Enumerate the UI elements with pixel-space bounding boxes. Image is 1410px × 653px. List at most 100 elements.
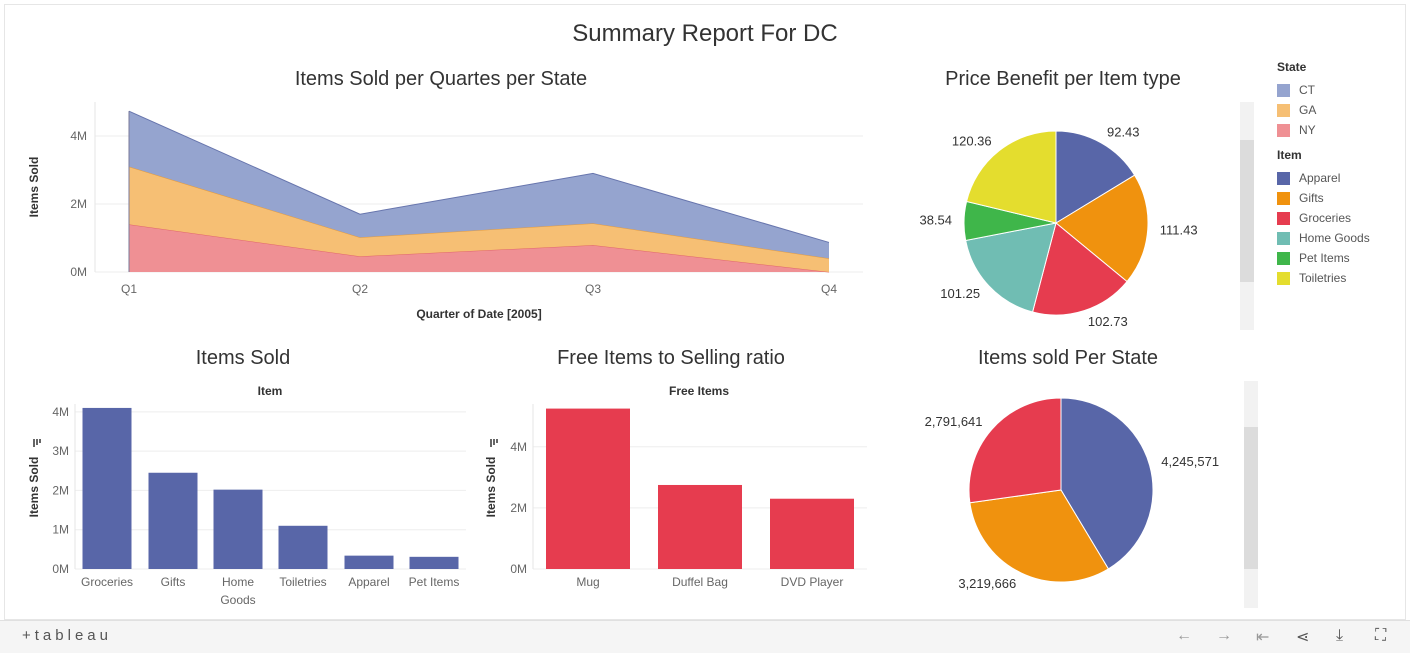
- legend-item-gifts[interactable]: Gifts: [1277, 188, 1370, 208]
- bar-free-x-tick: Mug: [576, 575, 599, 589]
- pie-state-scroll-thumb[interactable]: [1244, 427, 1258, 569]
- bar-items-title: Items Sold: [195, 347, 291, 369]
- legend-state-title: State: [1277, 60, 1307, 74]
- bar-items-x-tick: Toiletries: [279, 575, 326, 589]
- bar-items-x-tick: Goods: [220, 593, 255, 607]
- download-icon[interactable]: ⤓: [1336, 627, 1344, 644]
- bar-items-y-tick: 2M: [52, 483, 69, 497]
- area-chart-title: Items Sold per Quartes per State: [294, 68, 588, 90]
- pie-price-label: 38.54: [919, 213, 952, 228]
- legend-label: Apparel: [1299, 171, 1341, 185]
- tableau-logo[interactable]: +tableau: [22, 627, 112, 644]
- legend-item-group: Item Apparel Gifts Groceries Home Goods Pet …: [1277, 148, 1370, 288]
- bar-free-y-tick: 2M: [510, 501, 527, 515]
- legend-label: Home Goods: [1299, 231, 1370, 245]
- bar-items-x-tick: Groceries: [81, 575, 133, 589]
- bar-items-x-label: Item: [258, 384, 283, 398]
- pie-state-label: 2,791,641: [925, 414, 983, 429]
- legend-item-title: Item: [1277, 148, 1302, 162]
- legend-state-ga[interactable]: GA: [1277, 100, 1370, 120]
- bar-free-bar: [546, 408, 630, 569]
- pie-price-title: Price Benefit per Item type: [945, 68, 1181, 90]
- bar-free-x-tick: DVD Player: [781, 575, 844, 589]
- pie-price-label: 92.43: [1107, 124, 1140, 139]
- bar-items-y-label: Items Sold: [27, 457, 41, 518]
- bar-items-y-tick: 3M: [52, 444, 69, 458]
- area-y-tick: 2M: [70, 197, 87, 211]
- legend-label: Gifts: [1299, 191, 1324, 205]
- legend-state-ct[interactable]: CT: [1277, 80, 1370, 100]
- legend-swatch: [1277, 171, 1290, 185]
- area-y-tick: 0M: [70, 265, 87, 279]
- bar-free-bar: [658, 484, 742, 569]
- bar-items-bar: [82, 407, 132, 569]
- undo-icon[interactable]: ←: [1176, 627, 1192, 644]
- legend-swatch: [1277, 191, 1290, 205]
- bar-free-title: Free Items to Selling ratio: [557, 347, 785, 369]
- legend-item-toiletries[interactable]: Toiletries: [1277, 268, 1370, 288]
- legend-state-ny[interactable]: NY: [1277, 120, 1370, 140]
- pie-price-label: 111.43: [1160, 222, 1198, 237]
- area-y-label: Items Sold: [27, 157, 41, 218]
- bar-items-y-tick: 0M: [52, 562, 69, 576]
- area-y-tick: 4M: [70, 129, 87, 143]
- pie-state-title: Items sold Per State: [977, 347, 1159, 369]
- legend-label: Pet Items: [1299, 251, 1350, 265]
- pie-price-label: 101.25: [940, 286, 980, 301]
- area-series-line-ct: [128, 110, 830, 243]
- bar-free-x-label: Free Items: [669, 384, 729, 398]
- pie-price-slice-apparel: [1055, 130, 1136, 224]
- bar-items-sort-icon: [33, 439, 41, 447]
- bar-free-bar: [770, 498, 854, 569]
- legend-swatch: [1277, 83, 1290, 97]
- legend-swatch: [1277, 123, 1290, 137]
- legend-item-apparel[interactable]: Apparel: [1277, 168, 1370, 188]
- legend-swatch: [1277, 251, 1290, 265]
- fullscreen-icon[interactable]: ⛶: [1375, 627, 1387, 644]
- pie-price-scroll-thumb[interactable]: [1240, 140, 1254, 282]
- bar-free-x-tick: Duffel Bag: [672, 575, 728, 589]
- legend-swatch: [1277, 103, 1290, 117]
- legend-item-groceries[interactable]: Groceries: [1277, 208, 1370, 228]
- bar-free-y-tick: 4M: [510, 440, 527, 454]
- legend-swatch: [1277, 271, 1290, 285]
- legend-label: GA: [1299, 103, 1317, 117]
- area-series-ct: [129, 111, 829, 259]
- pie-state-slice-ny: [968, 397, 1062, 504]
- bar-free-y-label: Items Sold: [484, 457, 498, 518]
- legend-state-group: State CT GA NY: [1277, 60, 1370, 140]
- area-x-tick: Q4: [821, 282, 837, 296]
- area-x-label: Quarter of Date [2005]: [416, 307, 541, 321]
- pie-state-label: 3,219,666: [958, 576, 1016, 591]
- pie-price-scrollbar[interactable]: [1240, 102, 1254, 330]
- tableau-toolbar: +tableau ← → ⇤ ⋖ ⤓ ⛶: [0, 620, 1410, 653]
- bar-items-x-tick: Pet Items: [409, 575, 460, 589]
- legend-label: NY: [1299, 123, 1316, 137]
- revert-icon[interactable]: ⇤: [1256, 629, 1270, 646]
- area-x-tick: Q1: [121, 282, 137, 296]
- bar-free-y-tick: 0M: [510, 562, 527, 576]
- pie-state-label: 4,245,571: [1161, 454, 1219, 469]
- bar-items-bar: [409, 556, 459, 569]
- area-series-ny: [129, 224, 829, 272]
- pie-price-slice-home-goods: [965, 222, 1057, 313]
- share-icon[interactable]: ⋖: [1296, 629, 1310, 646]
- area-x-tick: Q3: [585, 282, 601, 296]
- legend-item-home-goods[interactable]: Home Goods: [1277, 228, 1370, 248]
- pie-price-label: 120.36: [952, 133, 992, 148]
- area-series-line-ny: [128, 223, 830, 273]
- legend-swatch: [1277, 211, 1290, 225]
- area-series-ga: [129, 166, 829, 272]
- bar-items-bar: [278, 525, 328, 569]
- dashboard-title: Summary Report For DC: [572, 20, 838, 47]
- area-x-tick: Q2: [352, 282, 368, 296]
- legend-label: Groceries: [1299, 211, 1352, 225]
- legend-item-pet-items[interactable]: Pet Items: [1277, 248, 1370, 268]
- pie-state-scrollbar[interactable]: [1244, 381, 1258, 608]
- legend-label: Toiletries: [1299, 271, 1347, 285]
- bar-items-bar: [344, 555, 394, 569]
- bar-items-bar: [148, 472, 198, 569]
- pie-price-slice-gifts: [1055, 174, 1149, 283]
- redo-icon[interactable]: →: [1216, 627, 1232, 644]
- pie-price-slice-groceries: [1031, 222, 1128, 316]
